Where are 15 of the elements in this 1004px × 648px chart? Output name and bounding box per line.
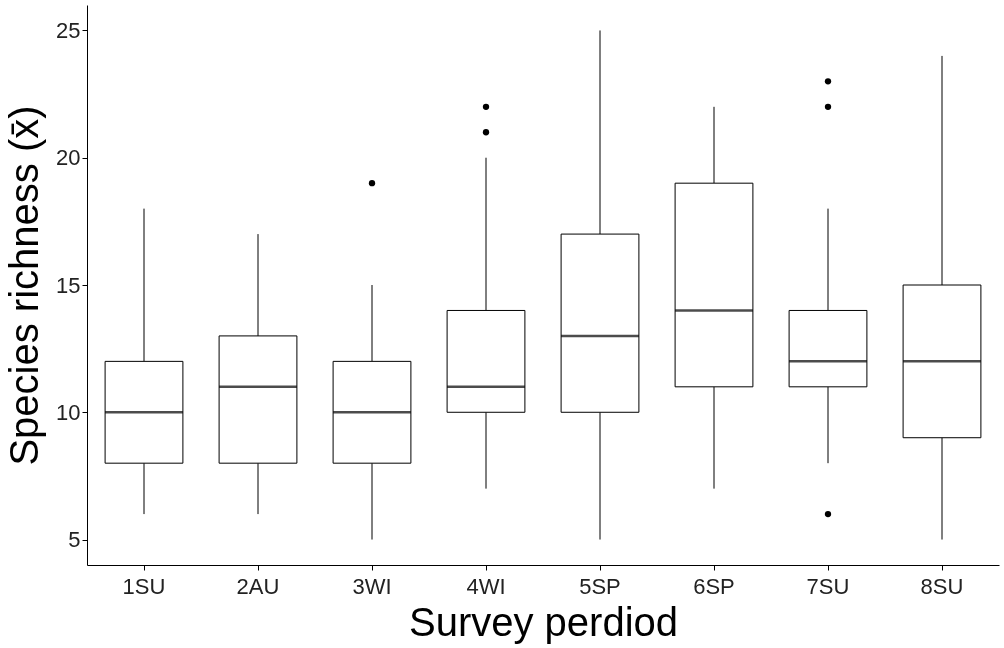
x-tick-label: 7SU (806, 573, 850, 599)
x-tick-label: 8SU (920, 573, 964, 599)
x-tick-label: 4WI (466, 573, 506, 599)
y-axis-title: Species richness (x̄) (2, 105, 47, 466)
y-tick-label: 15 (56, 272, 81, 298)
x-axis-title: Survey perdiod (408, 599, 679, 644)
y-tick-label: 25 (56, 17, 81, 43)
y-tick-label: 10 (56, 399, 81, 425)
x-tick-label: 5SP (579, 573, 621, 599)
x-tick-label: 1SU (122, 573, 166, 599)
y-tick-label: 20 (56, 145, 81, 171)
x-tick-label: 6SP (693, 573, 735, 599)
x-tick-label: 2AU (236, 573, 280, 599)
y-tick-label: 5 (68, 527, 81, 553)
x-tick-label: 3WI (352, 573, 392, 599)
